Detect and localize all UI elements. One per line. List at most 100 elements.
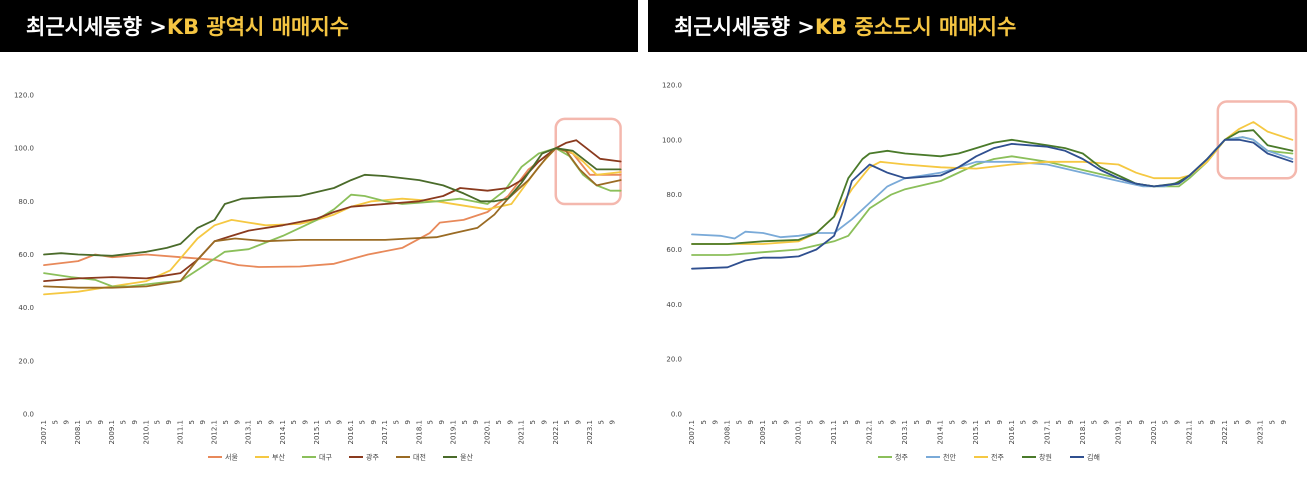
x-tick-label: 2008.1 [724, 420, 732, 445]
x-tick-label: 9 [575, 420, 583, 424]
panel-title-banner: 최근시세동향 > KB 광역시 매매지수 [0, 0, 638, 52]
chart-panel-metro: 최근시세동향 > KB 광역시 매매지수 120.0 100.0 80.0 60.0 4… [0, 0, 640, 479]
x-tick-label: 5 [154, 420, 162, 424]
x-tick-label: 9 [404, 420, 412, 424]
legend-label: 광주 [366, 454, 379, 462]
x-tick-label: 9 [783, 420, 791, 424]
x-tick-label: 9 [63, 420, 71, 424]
x-tick-label: 2009.1 [759, 420, 767, 445]
x-tick-label: 9 [540, 420, 548, 424]
x-tick-label: 9 [233, 420, 241, 424]
y-tick-label: 60.0 [18, 251, 34, 259]
x-tick-label: 2008.1 [74, 420, 82, 445]
x-tick-label: 2023.1 [586, 420, 594, 445]
chart-panel-small-cities: 최근시세동향 > KB 중소도시 매매지수 120.0 100.0 80.0 60.0… [648, 0, 1307, 479]
x-tick-label: 2022.1 [1221, 420, 1229, 445]
x-tick-label: 9 [267, 420, 275, 424]
x-tick-label: 9 [996, 420, 1004, 424]
x-tick-label: 9 [472, 420, 480, 424]
y-tick-label: 20.0 [666, 356, 682, 364]
x-tick-label: 5 [771, 420, 779, 424]
x-tick-label: 5 [806, 420, 814, 424]
x-tick-label: 5 [842, 420, 850, 424]
x-tick-label: 5 [1020, 420, 1028, 424]
x-tick-label: 9 [1031, 420, 1039, 424]
x-tick-label: 2016.1 [1008, 420, 1016, 445]
legend-label: 울산 [460, 453, 473, 462]
series-line [43, 147, 622, 289]
highlight-box [1216, 100, 1298, 180]
x-tick-label: 5 [1091, 420, 1099, 424]
x-tick-label: 2009.1 [108, 420, 116, 445]
y-tick-label: 60.0 [666, 246, 682, 254]
x-tick-label: 5 [563, 420, 571, 424]
y-tick-label: 120.0 [662, 82, 682, 90]
x-tick-label: 5 [700, 420, 708, 424]
title-highlight: KB 중소도시 매매지수 [814, 15, 1017, 39]
x-tick-label: 9 [97, 420, 105, 424]
x-tick-label: 9 [131, 420, 139, 424]
x-tick-label: 5 [877, 420, 885, 424]
x-tick-label: 9 [370, 420, 378, 424]
x-tick-label: 2012.1 [211, 420, 219, 445]
x-tick-label: 9 [712, 420, 720, 424]
x-tick-label: 2019.1 [1114, 420, 1122, 445]
y-tick-label: 0.0 [23, 411, 34, 419]
title-highlight: KB 광역시 매매지수 [166, 15, 349, 39]
x-tick-label: 5 [290, 420, 298, 424]
title-prefix: 최근시세동향 > [26, 15, 167, 39]
x-tick-label: 9 [1245, 420, 1253, 424]
series-line [43, 147, 622, 296]
legend-label: 전주 [991, 453, 1004, 462]
series-line [691, 121, 1294, 245]
x-tick-label: 9 [609, 420, 617, 424]
title-prefix: 최근시세동향 > [674, 15, 815, 39]
x-tick-label: 5 [393, 420, 401, 424]
y-tick-label: 100.0 [662, 136, 682, 144]
x-tick-label: 9 [438, 420, 446, 424]
series-line [691, 136, 1294, 240]
x-tick-label: 2018.1 [415, 420, 423, 445]
y-tick-label: 40.0 [666, 301, 682, 309]
x-tick-label: 2010.1 [142, 420, 150, 445]
x-tick-label: 2014.1 [937, 420, 945, 445]
y-tick-label: 40.0 [18, 304, 34, 312]
x-tick-label: 9 [336, 420, 344, 424]
x-tick-label: 5 [427, 420, 435, 424]
legend-label: 서울 [225, 453, 238, 462]
x-tick-label: 2010.1 [795, 420, 803, 445]
x-tick-label: 5 [1055, 420, 1063, 424]
y-tick-label: 80.0 [18, 198, 34, 206]
x-tick-label: 9 [1067, 420, 1075, 424]
x-tick-label: 2007.1 [40, 420, 48, 445]
x-tick-label: 9 [1103, 420, 1111, 424]
panel-title-banner: 최근시세동향 > KB 중소도시 매매지수 [648, 0, 1307, 52]
x-tick-label: 5 [358, 420, 366, 424]
x-tick-label: 5 [735, 420, 743, 424]
x-tick-label: 5 [984, 420, 992, 424]
x-tick-label: 9 [747, 420, 755, 424]
x-tick-label: 2022.1 [552, 420, 560, 445]
legend-label: 청주 [895, 454, 908, 462]
y-tick-label: 0.0 [671, 411, 682, 419]
x-tick-label: 2017.1 [1043, 420, 1051, 445]
x-tick-label: 5 [1162, 420, 1170, 424]
x-tick-label: 2013.1 [901, 420, 909, 445]
x-tick-label: 5 [324, 420, 332, 424]
x-tick-label: 5 [1126, 420, 1134, 424]
x-tick-label: 5 [188, 420, 196, 424]
x-tick-label: 2017.1 [381, 420, 389, 445]
series-line [691, 138, 1294, 270]
x-tick-label: 2021.1 [518, 420, 526, 445]
legend-label: 부산 [272, 453, 285, 462]
legend-label: 김해 [1087, 453, 1100, 462]
x-tick-label: 2014.1 [279, 420, 287, 445]
x-tick-label: 2020.1 [1150, 420, 1158, 445]
legend-label: 대구 [319, 454, 332, 462]
x-tick-label: 2016.1 [347, 420, 355, 445]
x-tick-label: 9 [1138, 420, 1146, 424]
x-tick-label: 9 [854, 420, 862, 424]
x-tick-label: 9 [889, 420, 897, 424]
x-tick-label: 2021.1 [1185, 420, 1193, 445]
